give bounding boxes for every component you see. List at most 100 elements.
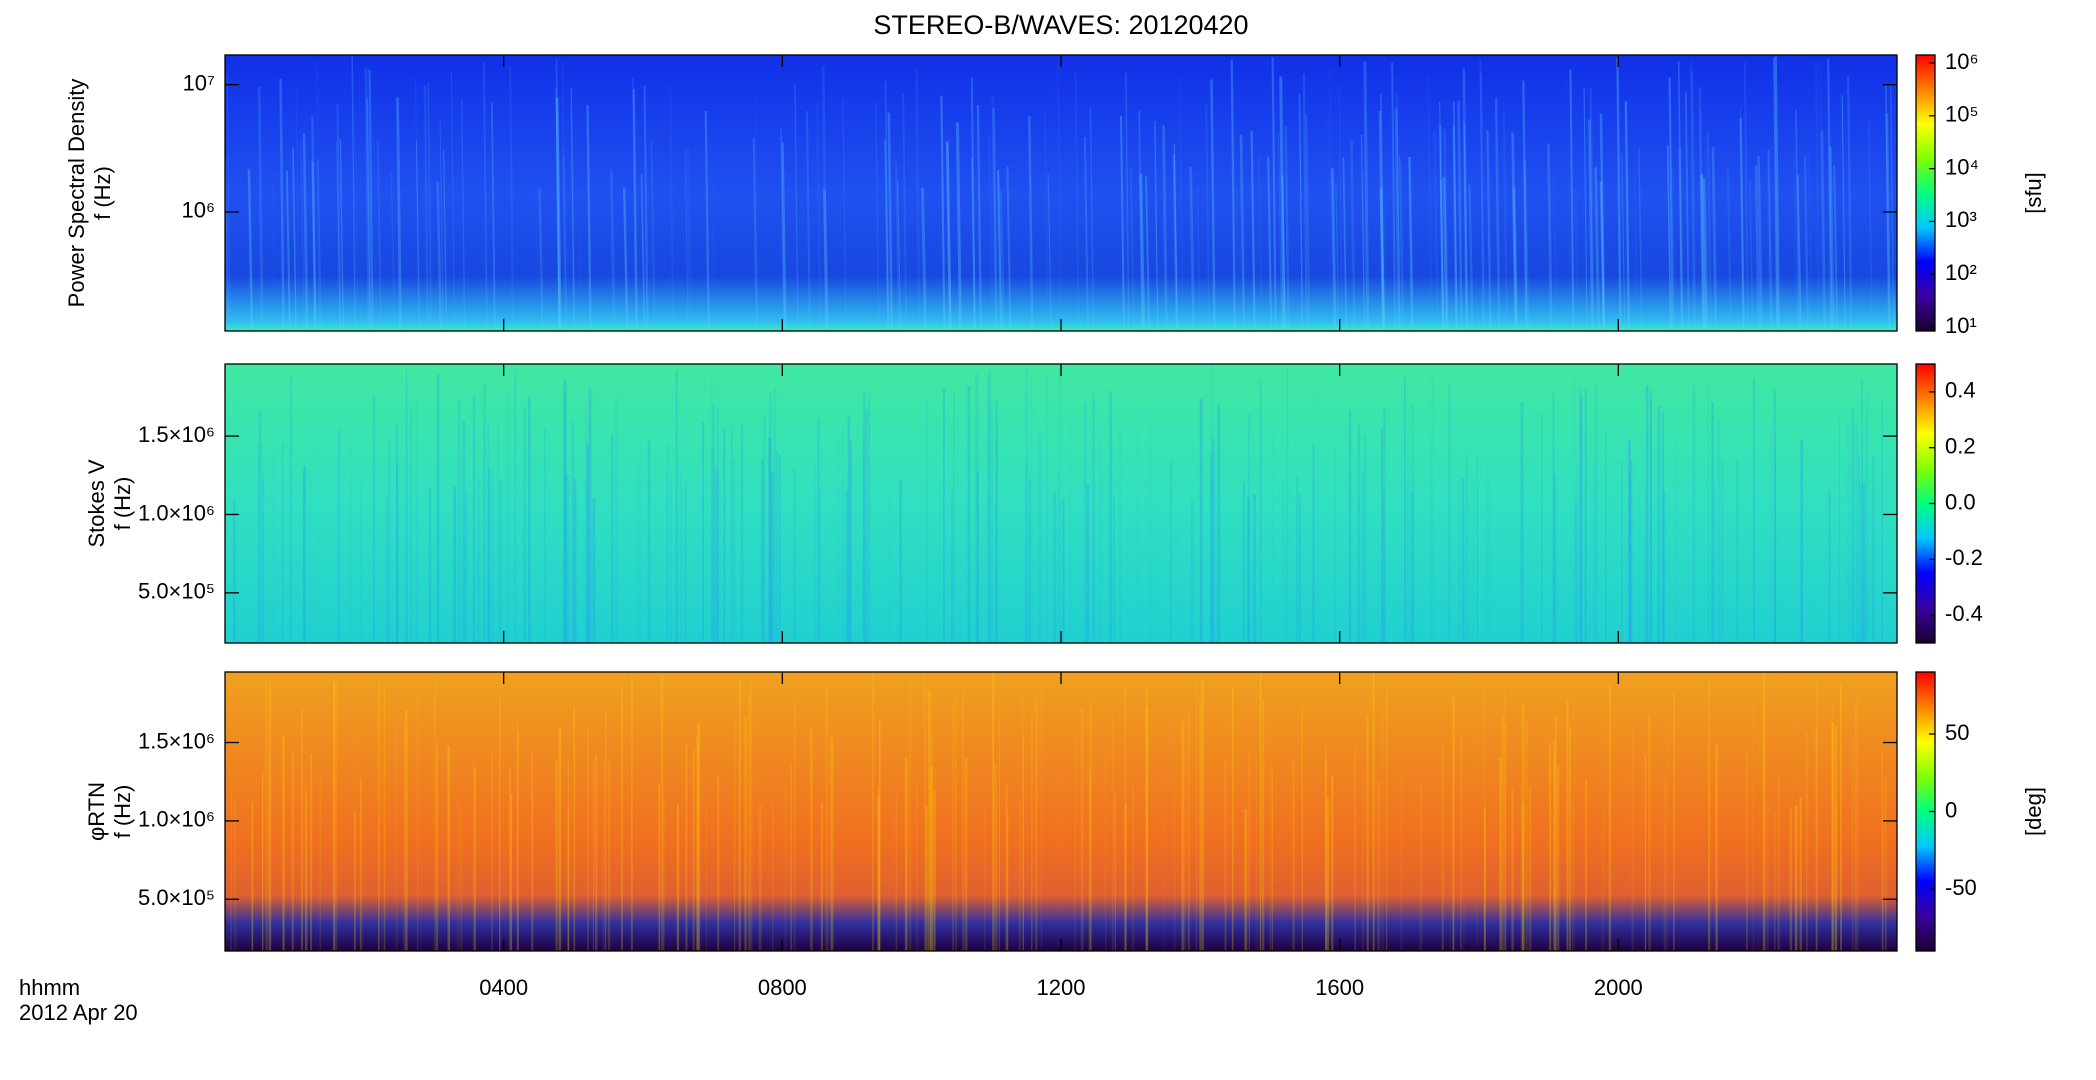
texture: [1335, 182, 1340, 332]
texture: [396, 97, 402, 332]
texture: [970, 77, 976, 332]
texture: [1074, 71, 1080, 332]
texture: [1452, 126, 1458, 332]
texture: [1083, 136, 1089, 332]
texture: [1378, 111, 1384, 332]
texture: [1172, 154, 1178, 332]
texture: [987, 136, 994, 332]
texture: [1621, 152, 1626, 332]
texture: [1523, 160, 1530, 332]
texture: [1623, 100, 1629, 332]
texture: [643, 85, 649, 332]
texture: [1698, 87, 1705, 332]
texture: [295, 86, 300, 332]
texture: [364, 68, 371, 332]
texture: [368, 69, 374, 332]
texture: [1047, 174, 1052, 332]
texture: [336, 104, 342, 332]
texture: [1396, 94, 1401, 332]
colorbar-tick-label: -0.4: [1945, 601, 1983, 626]
texture: [1700, 173, 1707, 332]
texture: [1305, 114, 1311, 332]
texture: [946, 142, 952, 332]
texture: [460, 99, 466, 332]
texture: [1616, 57, 1622, 332]
texture: [257, 86, 264, 332]
texture: [224, 156, 230, 332]
texture: [555, 59, 561, 332]
texture: [1743, 62, 1749, 332]
texture: [1130, 167, 1135, 332]
y-axis-label: f (Hz): [90, 166, 115, 220]
texture: [1583, 88, 1588, 332]
texture: [1514, 185, 1519, 332]
texture: [226, 73, 231, 332]
texture: [311, 161, 317, 332]
texture: [1502, 112, 1509, 332]
texture: [1439, 101, 1444, 332]
texture: [1161, 125, 1167, 332]
texture: [992, 108, 998, 332]
texture: [991, 96, 998, 332]
texture: [914, 67, 921, 332]
texture: [822, 189, 829, 332]
texture: [609, 170, 616, 332]
texture: [1433, 130, 1439, 332]
texture: [970, 93, 976, 332]
texture: [1726, 168, 1733, 332]
texture: [1739, 106, 1744, 332]
colorbar-label: [deg]: [2021, 787, 2046, 836]
texture: [1391, 62, 1397, 332]
colorbar-tick-label: 10⁵: [1945, 102, 1979, 127]
texture: [299, 139, 305, 332]
texture: [1398, 156, 1404, 332]
texture: [1792, 150, 1798, 332]
texture: [1006, 166, 1012, 332]
texture: [1766, 166, 1772, 332]
texture: [1828, 146, 1835, 332]
texture: [1154, 121, 1159, 332]
y-axis-label: φRTN: [84, 782, 109, 841]
texture: [336, 142, 341, 332]
texture: [1408, 156, 1414, 332]
texture: [1588, 119, 1594, 332]
y-axis-label: f (Hz): [110, 477, 135, 531]
texture: [1479, 72, 1486, 332]
texture: [632, 88, 639, 332]
texture: [569, 106, 576, 332]
texture: [1400, 161, 1405, 332]
texture: [450, 71, 455, 332]
colorbar-tick-label: 50: [1945, 720, 1969, 745]
texture: [1382, 178, 1388, 332]
texture: [1547, 143, 1553, 332]
texture: [1230, 59, 1236, 332]
y-tick-label: 1.5×10⁶: [138, 728, 215, 753]
colorbar-tick-label: 10³: [1945, 207, 1977, 232]
texture: [1479, 58, 1485, 332]
texture: [570, 87, 575, 332]
texture: [1281, 175, 1287, 332]
texture: [1814, 60, 1821, 332]
texture: [339, 139, 344, 332]
texture: [632, 77, 637, 332]
texture: [390, 170, 396, 332]
texture: [752, 137, 758, 332]
texture: [1043, 108, 1049, 332]
colorbar-tick-label: -50: [1945, 875, 1977, 900]
colorbar-tick-label: 10²: [1945, 260, 1977, 285]
texture: [1350, 139, 1356, 332]
spectrogram-image: [225, 672, 1897, 951]
texture: [1512, 187, 1518, 332]
texture: [1820, 130, 1827, 332]
texture: [884, 139, 889, 332]
texture: [686, 146, 693, 332]
texture: [842, 98, 847, 332]
chart-title: STEREO-B/WAVES: 20120420: [873, 10, 1248, 40]
texture: [1426, 76, 1433, 332]
colorbar-tick-label: 0.0: [1945, 489, 1976, 514]
texture: [1867, 120, 1873, 332]
texture: [439, 121, 444, 332]
texture: [415, 140, 421, 332]
texture: [482, 62, 488, 332]
texture: [1330, 168, 1337, 332]
